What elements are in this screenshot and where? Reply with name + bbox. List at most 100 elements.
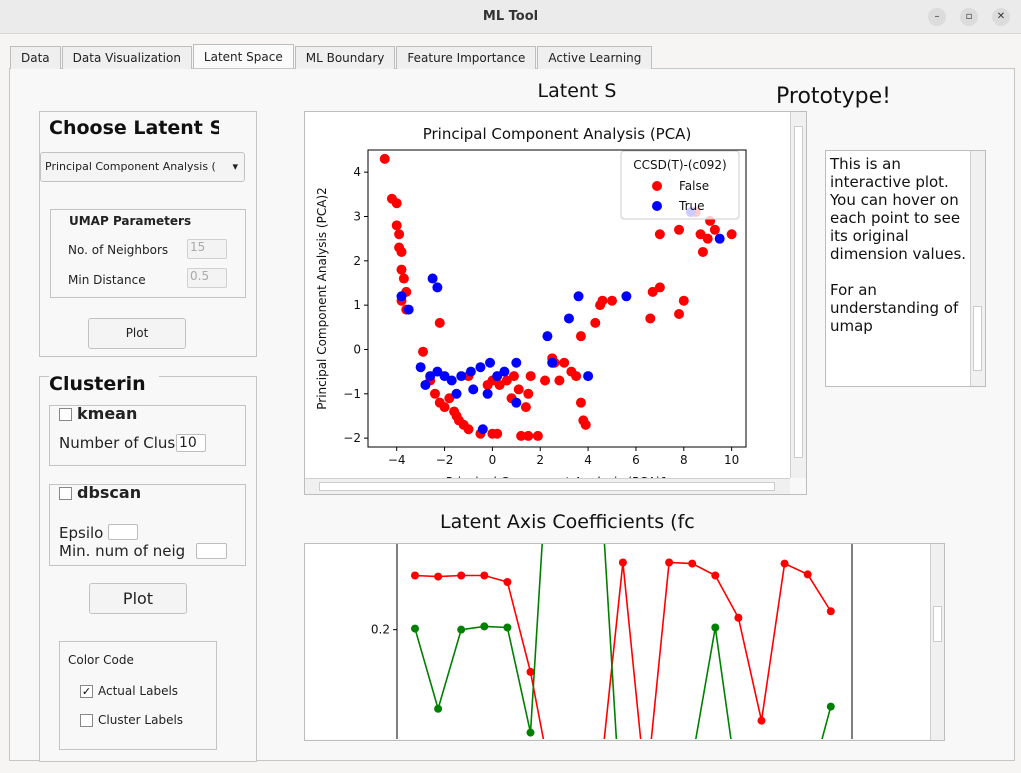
legend-title: CCSD(T)-(c092) [633, 158, 727, 172]
scatter-point [420, 379, 431, 390]
neighbors-label: No. of Neighbors [68, 243, 169, 257]
scroll-thumb[interactable] [794, 126, 803, 458]
scatter-point [674, 224, 685, 235]
series-point [457, 571, 466, 580]
tab[interactable]: ML Boundary [294, 46, 396, 69]
scatter-point [525, 371, 536, 382]
tab[interactable]: Feature Importance [396, 46, 537, 69]
v-scrollbar[interactable] [970, 151, 985, 386]
scatter-point [575, 331, 586, 342]
scatter-point [540, 375, 551, 386]
scroll-thumb[interactable] [933, 606, 942, 642]
tab[interactable]: Active Learning [537, 46, 653, 69]
scatter-point [451, 388, 462, 399]
legend-label: False [679, 179, 709, 193]
scatter-point [511, 357, 522, 368]
v-scrollbar[interactable] [930, 544, 944, 740]
scatter-point [583, 371, 594, 382]
series-point [618, 558, 627, 567]
cluster-plot-button[interactable]: Plot [89, 583, 187, 614]
plot-frame [367, 149, 747, 448]
epsilon-label: Epsilo [59, 524, 104, 542]
scatter-point [597, 295, 608, 306]
scatter-point [434, 317, 445, 328]
y-tick-label: −2 [343, 431, 361, 445]
neighbors-input[interactable]: 15 [187, 239, 227, 259]
coefficients-chart: 0.2 [305, 544, 930, 739]
scroll-thumb[interactable] [319, 482, 775, 491]
series-point [480, 571, 489, 580]
tab[interactable]: Data [10, 46, 61, 69]
min-neighbors-label: Min. num of neig [59, 542, 186, 560]
series-point [503, 578, 512, 586]
series-point [780, 559, 789, 568]
scatter-point [391, 220, 402, 231]
scatter-point [432, 282, 443, 293]
cluster-count-label: Number of Clus [59, 434, 176, 452]
scatter-point [468, 384, 479, 395]
combo-arrow: ▾ [232, 160, 238, 173]
epsilon-input[interactable] [108, 524, 138, 540]
min-distance-input[interactable]: 0.5 [187, 268, 227, 288]
scatter-point [523, 388, 534, 399]
chart-title: Principal Component Analysis (PCA) [423, 125, 692, 143]
plot-button[interactable]: Plot [88, 318, 186, 349]
y-tick-label: 4 [353, 165, 361, 179]
scatter-point [418, 346, 429, 357]
min-neighbors-input[interactable] [196, 543, 227, 559]
checkbox[interactable] [80, 714, 93, 727]
legend-marker [652, 201, 662, 211]
x-tick-label: 2 [536, 453, 544, 467]
scatter-point [451, 410, 462, 421]
tab[interactable]: Latent Space [192, 44, 294, 68]
series-point [503, 623, 512, 632]
close-button[interactable]: ✕ [992, 8, 1010, 26]
figure-background [305, 544, 930, 739]
info-paragraph: This is an interactive plot. You can hov… [830, 155, 967, 263]
legend-label: True [678, 199, 705, 213]
scatter-point [554, 375, 565, 386]
kmean-checkbox[interactable] [59, 408, 72, 421]
scatter-point [508, 371, 519, 382]
scatter-point [477, 424, 488, 435]
y-tick-label: −1 [343, 387, 361, 401]
scatter-point [439, 402, 450, 413]
series-point [665, 558, 674, 567]
info-box: This is an interactive plot. You can hov… [825, 150, 986, 387]
maximize-button[interactable]: ▫ [960, 8, 978, 26]
title-bar: ML Tool [0, 0, 1021, 34]
dbscan-checkbox[interactable] [59, 487, 72, 500]
scatter-point [607, 295, 618, 306]
scatter-point [580, 419, 591, 430]
y-tick-label: 3 [353, 209, 361, 223]
checkbox[interactable]: ✓ [80, 685, 93, 698]
y-tick-label: 1 [353, 298, 361, 312]
scatter-point [695, 229, 706, 240]
scatter-point [532, 430, 543, 441]
scatter-point [547, 357, 558, 368]
scatter-point [396, 246, 407, 257]
scatter-point [501, 375, 512, 386]
x-axis-label: Principal Component Analysis (PCA)1 [446, 475, 669, 478]
coefficients-heading: Latent Axis Coefficients (fc [440, 511, 695, 533]
method-combo[interactable]: Principal Component Analysis (▾ [40, 152, 245, 182]
scatter-point [475, 362, 486, 373]
series-point [826, 702, 835, 711]
tab[interactable]: Data Visualization [61, 46, 192, 69]
scatter-point [415, 362, 426, 373]
h-scrollbar[interactable] [305, 478, 790, 494]
v-scrollbar[interactable] [790, 112, 806, 478]
scroll-thumb[interactable] [973, 306, 982, 371]
scatter-point [697, 246, 708, 257]
minimize-button[interactable]: – [928, 8, 946, 26]
scatter-point [403, 304, 414, 315]
scatter-point [726, 229, 737, 240]
scatter-point [482, 388, 493, 399]
scatter-point [492, 428, 503, 439]
y-tick-label: 0 [353, 342, 361, 356]
scatter-point [654, 229, 665, 240]
scatter-point [559, 357, 570, 368]
info-text: This is an interactive plot. You can hov… [830, 155, 968, 335]
scatter-point [654, 282, 665, 293]
cluster-count-input[interactable]: 10 [176, 434, 206, 452]
